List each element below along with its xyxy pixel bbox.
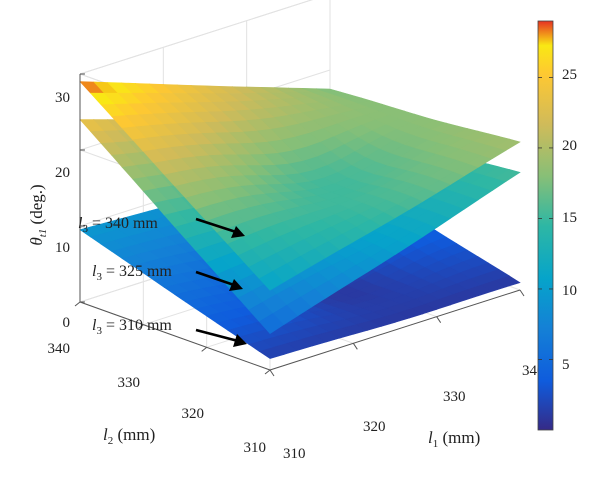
z-tick-label: 30 xyxy=(55,90,70,106)
colorbar-tick-label: 10 xyxy=(562,283,577,299)
axis-lines xyxy=(74,73,525,377)
z-tick-label: 20 xyxy=(55,165,70,181)
y-axis-label: l2 (mm) xyxy=(103,425,155,447)
x-tick-label: 320 xyxy=(363,419,386,435)
series-label: l3 = 340 mm xyxy=(78,215,158,235)
z-tick-label: 10 xyxy=(55,240,70,256)
colorbar-tick-label: 5 xyxy=(562,357,570,373)
colorbar-tick-label: 20 xyxy=(562,138,577,154)
series-label: l3 = 325 mm xyxy=(92,263,172,283)
arrow-340 xyxy=(195,217,245,238)
arrow-325 xyxy=(195,270,243,291)
z-axis-label: θt1 (deg.) xyxy=(27,184,49,245)
x-tick-label: 330 xyxy=(443,389,466,405)
y-tick-label: 330 xyxy=(118,375,141,391)
colorbar-ticks xyxy=(538,77,553,360)
surfaces-group xyxy=(79,81,521,359)
x-tick-label: 310 xyxy=(283,446,306,462)
colorbar-tick-label: 15 xyxy=(562,210,577,226)
arrow-310 xyxy=(195,328,247,347)
y-tick-label: 340 xyxy=(48,341,71,357)
x-axis-label: l1 (mm) xyxy=(428,428,480,450)
y-tick-label: 320 xyxy=(182,406,205,422)
colorbar xyxy=(537,20,554,431)
series-label: l3 = 310 mm xyxy=(92,317,172,337)
colorbar-tick-label: 25 xyxy=(562,67,577,83)
z-tick-label: 0 xyxy=(63,315,71,331)
surface-1 xyxy=(79,81,521,291)
y-tick-label: 310 xyxy=(244,440,267,456)
